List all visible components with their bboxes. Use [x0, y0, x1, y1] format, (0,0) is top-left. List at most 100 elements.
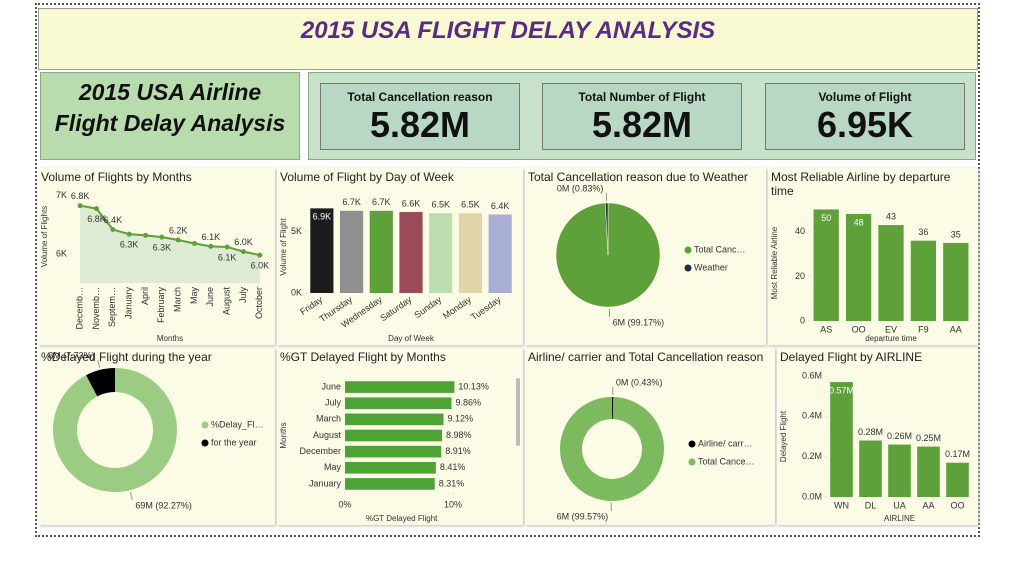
kpi-value: 6.95K	[816, 104, 914, 145]
y-tick-label: 0.4M	[802, 411, 822, 421]
point	[143, 232, 148, 238]
x-tick-label: F9	[918, 324, 929, 334]
y-axis-title: Volume of Flight	[279, 218, 288, 276]
data-label: 6.5K	[461, 200, 480, 210]
legend-swatch	[684, 246, 692, 254]
x-tick-label: OO	[950, 500, 964, 510]
chart-panel: 0K 5K 6.9K Friday 6.7K Thursday 6.7K Wednesday 6…	[277, 168, 523, 345]
x-tick-label: AA	[950, 324, 962, 334]
point	[208, 243, 214, 249]
chart-title: %GT Delayed Flight by Months	[280, 350, 446, 364]
x-tick-label: Novemb…	[91, 287, 101, 330]
data-label: 8.98%	[446, 430, 472, 440]
data-label: 43	[886, 211, 896, 221]
kpi-card: Volume of Flight 6.95K	[765, 83, 965, 150]
chart: 6M (99.17%) Total Canc… 0M (0.83%) Weather	[555, 183, 746, 327]
bar	[488, 214, 512, 293]
data-label: 9.12%	[447, 414, 473, 424]
kpi-label: Volume of Flight	[818, 90, 912, 104]
area	[80, 205, 260, 283]
x-tick-label: OO	[852, 324, 866, 334]
chart-title: Volume of Flights by Months	[41, 170, 192, 184]
kpi-label: Total Cancellation reason	[347, 90, 493, 104]
bar	[399, 212, 423, 293]
x-tick-label: Monday	[441, 294, 473, 321]
data-label: 6.7K	[342, 197, 361, 207]
legend-label: Total Canc…	[694, 244, 746, 254]
bar	[339, 210, 364, 293]
bar	[429, 213, 453, 293]
point	[94, 206, 99, 212]
frame	[35, 3, 980, 537]
bar	[345, 397, 452, 410]
legend-label: for the year	[211, 437, 257, 447]
chart: 69M (92.27%) %Delay_Fl… 6M (7.73%) for the …	[48, 350, 264, 510]
page-title: 2015 USA FLIGHT DELAY ANALYSIS	[38, 8, 978, 70]
x-tick-label: 10%	[444, 499, 462, 509]
legend-swatch	[201, 439, 209, 447]
bar	[345, 413, 444, 426]
data-label: 35	[951, 229, 961, 239]
y-axis-title: Most Reliable Airline	[770, 226, 779, 299]
x-tick-label: February	[156, 287, 166, 324]
x-tick-label: January	[124, 287, 134, 320]
data-label: 0M (0.43%)	[616, 377, 663, 387]
y-tick-label: December	[299, 446, 341, 456]
y-tick-label: 6K	[56, 248, 67, 258]
point	[77, 203, 83, 209]
data-label: 6M (99.17%)	[613, 317, 665, 327]
bar	[943, 242, 969, 321]
x-tick-label: 0%	[338, 499, 351, 509]
kpi-value: 5.82M	[369, 104, 471, 145]
legend-swatch	[688, 458, 696, 466]
subtitle-line: 2015 USA Airline	[78, 79, 262, 105]
y-tick-label: 20	[795, 271, 805, 281]
chart: 0K5K6.9KFriday6.7KThursday6.7KWednesday6…	[279, 197, 512, 343]
data-label: 8.91%	[445, 446, 471, 456]
x-tick-label: Tuesday	[469, 294, 503, 322]
bar	[917, 446, 940, 497]
x-tick-label: DL	[865, 500, 877, 510]
y-tick-label: August	[313, 430, 342, 440]
y-axis-title: Volume of Flights	[40, 206, 49, 267]
data-label: 9.86%	[455, 398, 481, 408]
x-axis-title: %GT Delayed Flight	[366, 514, 438, 523]
x-tick-label: July	[238, 287, 248, 304]
chart-title: Total Cancellation reason due to Weather	[528, 170, 748, 184]
chart-panel: 0.0M 0.2M 0.4M 0.6M 0.57M WN 0.28M DL 0.26M UA 0.2…	[777, 348, 978, 525]
x-axis-title: departure time	[865, 334, 917, 343]
slice	[612, 397, 614, 420]
chart: 0 20 40 50 AS 48 OO 43 EV 36 F9 35 AA Most Reliable A…	[770, 209, 969, 343]
point	[175, 237, 181, 243]
data-label: 6.0K	[251, 260, 270, 270]
y-tick-label: 0K	[291, 287, 302, 297]
data-label: 0.25M	[916, 433, 941, 443]
bar	[878, 225, 904, 321]
data-label: 8.41%	[440, 462, 466, 472]
chart-title: Volume of Flight by Day of Week	[280, 170, 454, 184]
scrollbar	[516, 378, 520, 446]
point	[257, 252, 263, 258]
data-label: 6.6K	[402, 198, 421, 208]
data-label: 48	[854, 217, 864, 227]
data-label: 0M (0.83%)	[557, 183, 604, 193]
x-tick-label: June	[205, 287, 215, 307]
data-label: 6.0K	[234, 237, 253, 247]
chart-panel: 6M (99.17%) Total Canc… 0M (0.83%) Weather T…	[525, 168, 766, 345]
legend-swatch	[684, 264, 692, 272]
slice	[560, 397, 664, 501]
bar	[859, 440, 882, 497]
y-axis-title: Months	[279, 422, 288, 448]
data-label: 6.1K	[218, 252, 237, 262]
data-label: 6.3K	[120, 240, 139, 250]
data-label: 0.57M	[829, 385, 854, 395]
bar	[888, 444, 911, 497]
chart: 6K 7K 6.8K Decemb… 6.8K Novemb… 6.4K Septem… 6.3…	[40, 190, 270, 343]
chart-title: Airline/ carrier and Total Cancellation …	[528, 350, 764, 364]
bar	[946, 462, 969, 497]
subtitle-box: 2015 USA Airline Flight Delay Analysis	[40, 72, 300, 160]
legend-label: %Delay_Fl…	[211, 419, 264, 429]
kpi-card: Total Number of Flight 5.82M	[542, 83, 742, 150]
kpi-label: Total Number of Flight	[578, 90, 706, 104]
